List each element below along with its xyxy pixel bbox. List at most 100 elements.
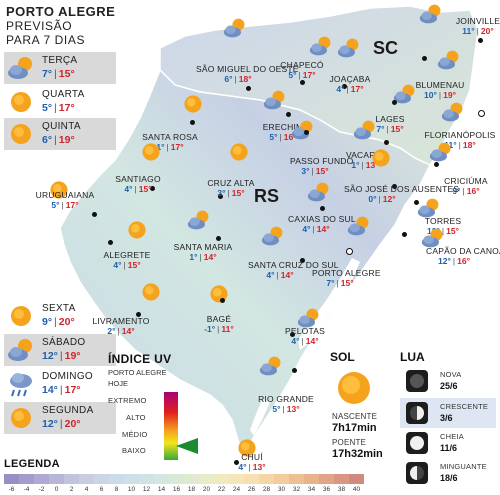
city-weather-icon-wrap xyxy=(346,214,372,238)
city-temps: 6° | 18° xyxy=(196,74,280,84)
city-weather-icon-wrap xyxy=(222,16,248,40)
city-min-temp: 1° xyxy=(156,142,165,152)
legend-tick-label: 36 xyxy=(322,486,331,493)
city-max-temp: 15° xyxy=(390,124,404,134)
city-name: SANTA ROSA xyxy=(142,132,198,142)
cloud-sun-icon xyxy=(417,198,439,218)
city-temps: 5° | 13° xyxy=(258,404,314,414)
new-moon-icon xyxy=(406,370,428,392)
city-max-temp: 19° xyxy=(443,90,456,100)
city-weather-icon-wrap xyxy=(138,140,164,164)
moon-phase-date: 3/6 xyxy=(440,413,453,423)
legend-tick-label: 32 xyxy=(292,486,301,493)
city-max-temp: 15° xyxy=(138,184,152,194)
city-name: PASSO FUNDO xyxy=(290,156,354,166)
city-min-temp: 5° xyxy=(51,200,60,210)
city-min-temp: 0° xyxy=(368,194,377,204)
forecast-day: QUINTA xyxy=(42,121,81,132)
city-temps: 3° | 15° xyxy=(204,188,258,198)
city-label: JOINVILLE 11° | 20° xyxy=(448,16,500,36)
uv-level-baixo: BAIXO xyxy=(122,446,146,455)
city-location-dot xyxy=(422,56,427,61)
forecast-min-temp: 9° xyxy=(42,316,53,328)
city-max-temp: 18° xyxy=(238,74,252,84)
cloud-sun-icon xyxy=(8,339,32,361)
city-min-temp: 11° xyxy=(444,140,457,150)
city-temps: 4° | 15° xyxy=(102,260,152,270)
city-label: CRUZ ALTA 3° | 15° xyxy=(204,178,258,198)
city-weather-icon-wrap xyxy=(180,92,206,116)
uv-scale-bar xyxy=(164,392,178,460)
forecast-min-temp: 7° xyxy=(42,68,53,80)
sunset-time: 17h32min xyxy=(332,448,383,460)
legend-color-swatch xyxy=(199,474,214,484)
cloud-sun-icon xyxy=(291,120,313,140)
city-min-temp: 3° xyxy=(301,166,310,176)
city-temps: 4° | 14° xyxy=(288,224,344,234)
cloud-sun-icon xyxy=(259,356,281,376)
cloud-sun-icon xyxy=(261,226,283,246)
temp-separator: | xyxy=(54,134,57,146)
city-name: LAGES xyxy=(375,114,405,124)
city-min-temp: 7° xyxy=(326,278,335,288)
city-name: CRUZ ALTA xyxy=(207,178,255,188)
city-location-dot xyxy=(220,298,225,303)
legend-color-swatch xyxy=(34,474,49,484)
forecast-row: QUARTA 5° | 17° xyxy=(4,86,116,118)
city-name: CRICIÚMA xyxy=(444,176,488,186)
city-max-temp: 15° xyxy=(127,260,141,270)
forecast-icon-wrap xyxy=(6,370,36,398)
sunrise-label: NASCENTE xyxy=(332,412,378,421)
temp-separator: | xyxy=(54,316,57,328)
forecast-icon-wrap xyxy=(6,302,36,330)
forecast-max-temp: 20° xyxy=(58,316,75,328)
city-label: SÃO MIGUEL DO OESTE 6° | 18° xyxy=(196,64,298,84)
forecast-subtitle-1: PREVISÃO xyxy=(6,19,73,33)
city-name: PELOTAS xyxy=(285,326,325,336)
legend-tick-label: 30 xyxy=(277,486,286,493)
city-weather-icon-wrap xyxy=(368,146,394,170)
city-max-temp: 15° xyxy=(340,278,354,288)
legend-color-swatch xyxy=(274,474,289,484)
city-name: SÃO JOSÉ DOS AUSENTES xyxy=(344,184,460,194)
temp-separator: | xyxy=(346,84,349,94)
legend-tick-label: 34 xyxy=(307,486,316,493)
legend-tick-label: 14 xyxy=(157,486,166,493)
city-max-temp: 13° xyxy=(365,160,379,170)
city-name: URUGUAIANA xyxy=(35,190,95,200)
legend-tick-label: 0 xyxy=(54,486,59,493)
legend-color-swatch xyxy=(4,474,19,484)
forecast-min-temp: 5° xyxy=(42,102,53,114)
city-max-temp: 20° xyxy=(480,26,494,36)
legend-tick-label: 40 xyxy=(352,486,361,493)
moon-phase-name: MINGUANTE xyxy=(440,462,487,471)
city-location-dot xyxy=(150,186,155,191)
sun-icon xyxy=(184,95,202,113)
temp-separator: | xyxy=(386,124,389,134)
lagoa-mirim xyxy=(250,400,270,436)
city-min-temp: 2° xyxy=(107,326,116,336)
moon-phase-date: 25/6 xyxy=(440,381,458,391)
forecast-temps: 5° | 17° xyxy=(42,102,75,114)
legend-color-swatch xyxy=(184,474,199,484)
city-label: PELOTAS 4° | 14° xyxy=(280,326,330,346)
city-temps: 3° | 15° xyxy=(290,166,340,176)
city-label: CHAPECÓ 5° | 17° xyxy=(272,60,332,80)
city-weather-icon-wrap xyxy=(290,118,316,142)
city-temps: 9° | 16° xyxy=(438,186,494,196)
city-min-temp: 5° xyxy=(272,404,281,414)
city-temps: 12° | 16° xyxy=(426,256,482,266)
legend-tick-label: 28 xyxy=(262,486,271,493)
temp-separator: | xyxy=(282,404,285,414)
city-label: LAGES 7° | 15° xyxy=(370,114,410,134)
temp-separator: | xyxy=(452,256,456,266)
sun-icon xyxy=(11,124,31,144)
city-weather-icon-wrap xyxy=(392,82,418,106)
city-label: CHUÍ 4° | 13° xyxy=(232,452,272,472)
city-location-dot xyxy=(342,84,347,89)
legend-color-scale xyxy=(4,474,364,484)
city-temps: 5° | 17° xyxy=(30,200,100,210)
forecast-day: SEGUNDA xyxy=(42,405,94,416)
moon-phase-name: NOVA xyxy=(440,370,462,379)
uv-level-alto: ALTO xyxy=(126,413,146,422)
